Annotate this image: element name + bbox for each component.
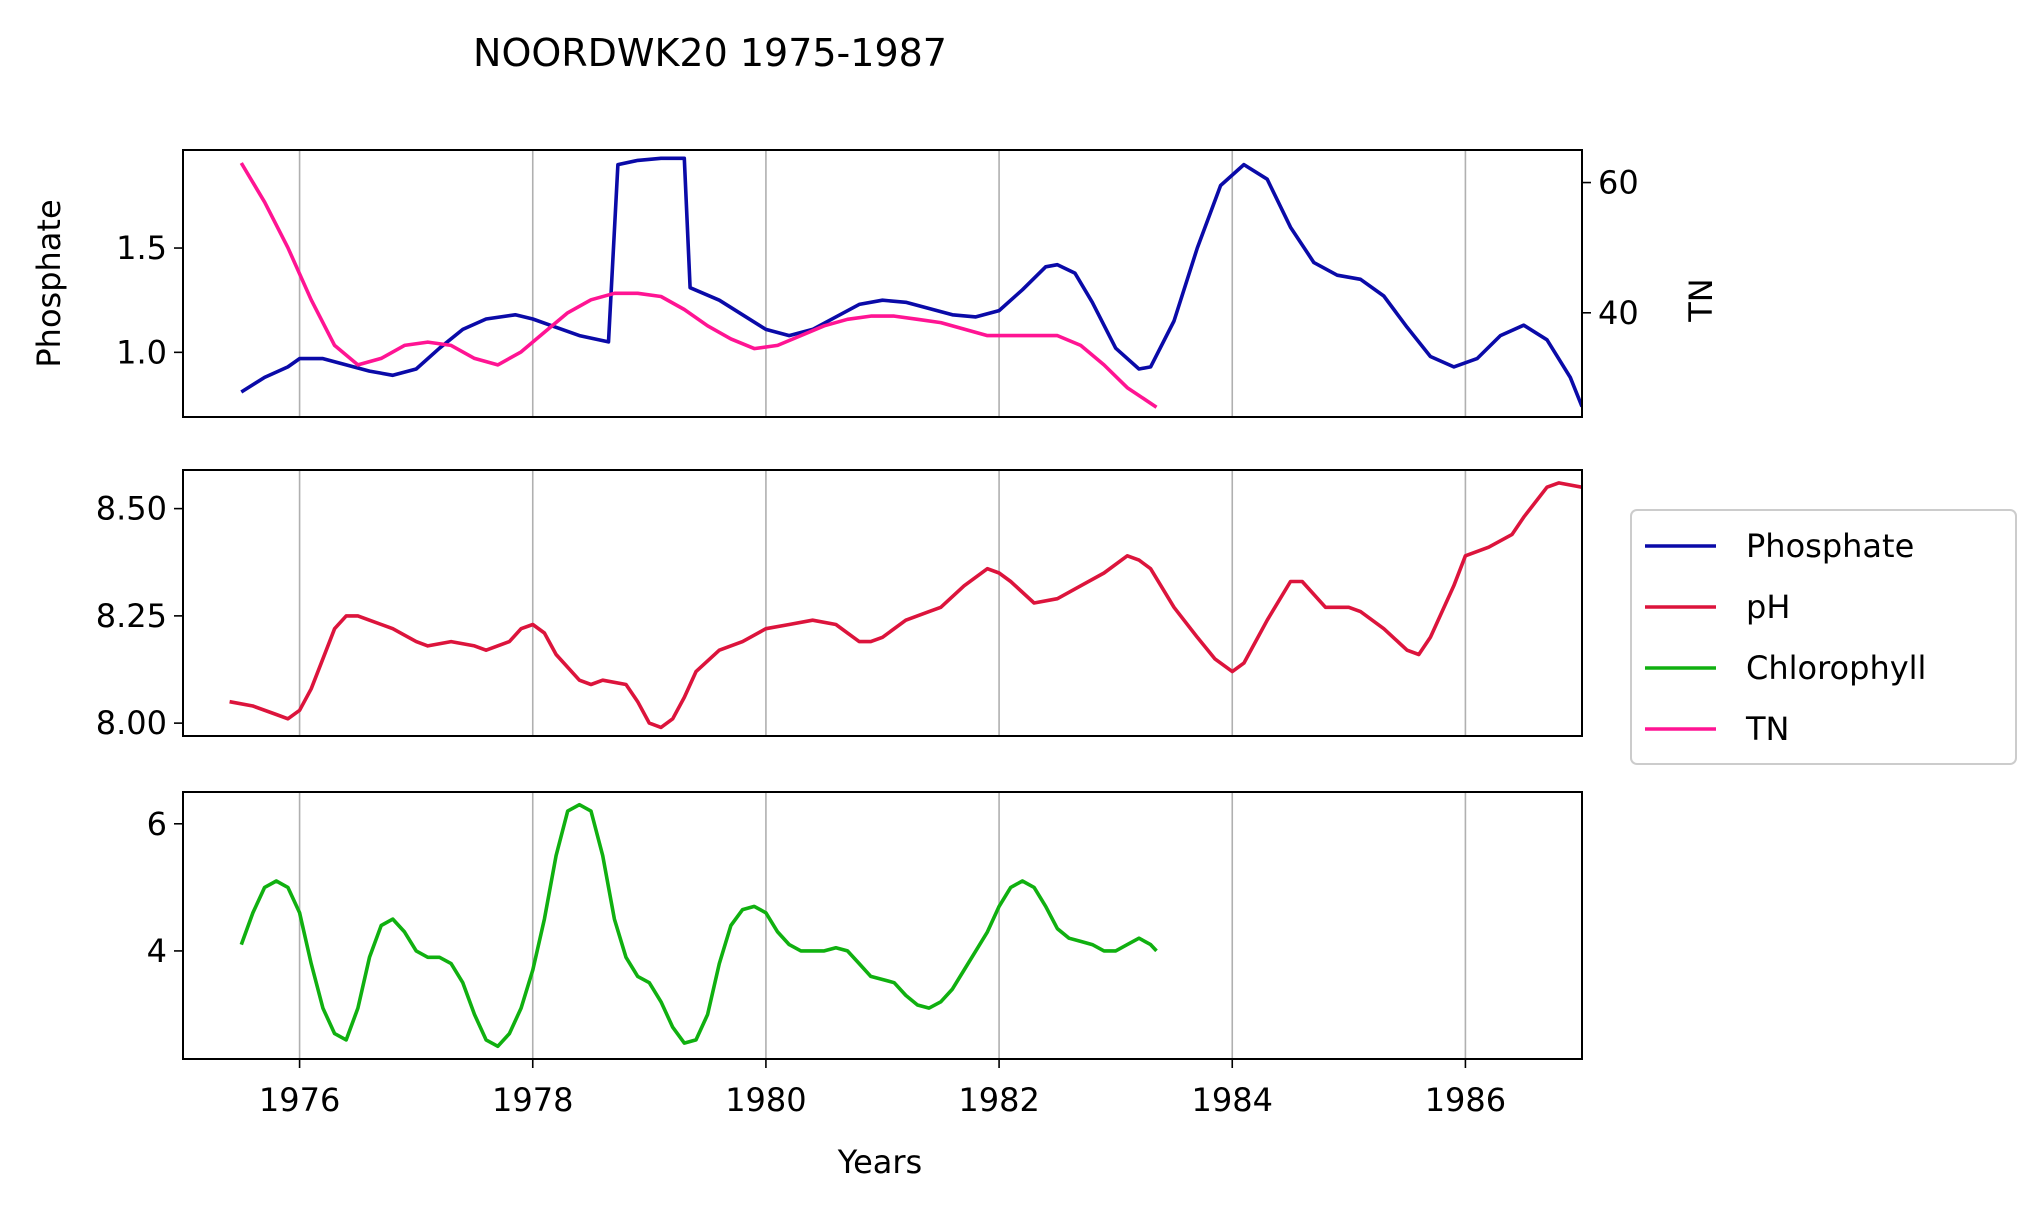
x-tick-label: 1984 — [1192, 1081, 1273, 1119]
x-axis-title: Years — [837, 1143, 922, 1181]
y2-tick-label: 40 — [1598, 294, 1639, 332]
legend-label: Chlorophyll — [1746, 649, 1926, 687]
chart-title: NOORDWK20 1975-1987 — [473, 31, 947, 75]
series-line-tn — [239, 162, 1158, 409]
axes-frame — [182, 149, 1583, 418]
legend-label: TN — [1745, 710, 1789, 748]
legend-label: Phosphate — [1746, 527, 1914, 565]
axes-frame — [182, 791, 1583, 1060]
y-axis-title: Phosphate — [30, 199, 68, 367]
series-line-ph — [229, 481, 1582, 730]
y-tick-label: 4 — [147, 932, 167, 970]
ph-panel: 8.00 8.25 8.50 — [96, 469, 1583, 742]
legend-frame — [1630, 509, 2017, 765]
y2-tick-label: 60 — [1598, 164, 1639, 202]
series-line-chlorophyll — [239, 802, 1158, 1049]
axes-frame — [182, 469, 1583, 737]
x-tick-label: 1986 — [1425, 1081, 1506, 1119]
y-tick-label: 8.00 — [96, 704, 167, 742]
x-tick-label: 1982 — [958, 1081, 1039, 1119]
phosphate-tn-panel: 1.0 1.5 Phosphate 40 60 TN — [30, 149, 1720, 418]
chlorophyll-panel: 4 6 1976 1978 1980 1982 1984 1986 — [147, 791, 1583, 1119]
y2-axis-title: TN — [1682, 278, 1720, 322]
y-tick-label: 1.5 — [116, 229, 167, 267]
y-tick-label: 1.0 — [116, 333, 167, 371]
y-tick-label: 6 — [147, 805, 167, 843]
x-tick-label: 1978 — [492, 1081, 573, 1119]
y-tick-label: 8.50 — [96, 490, 167, 528]
x-tick-label: 1976 — [259, 1081, 340, 1119]
legend-label: pH — [1746, 588, 1790, 626]
y-tick-label: 8.25 — [96, 597, 167, 635]
series-line-phosphate — [240, 156, 1582, 408]
x-tick-label: 1980 — [725, 1081, 806, 1119]
legend: Phosphate pH Chlorophyll TN — [1630, 509, 2017, 765]
